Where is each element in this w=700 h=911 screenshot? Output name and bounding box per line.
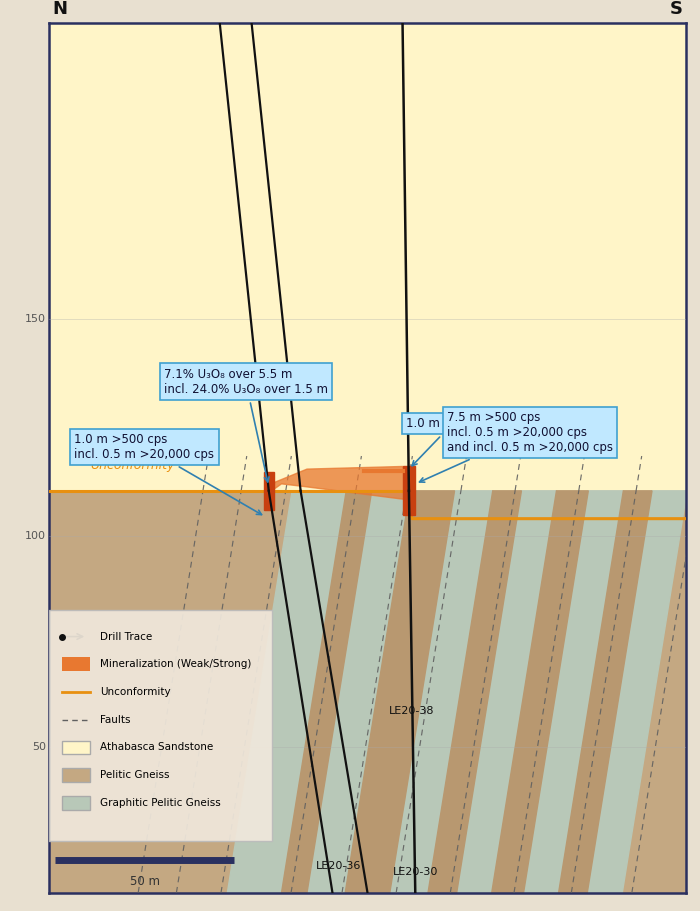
Text: Faults: Faults [100,715,130,725]
Text: 150: 150 [25,313,46,323]
Text: 100: 100 [25,531,46,541]
Polygon shape [228,491,346,893]
Text: 7.5 m >500 cps
incl. 0.5 m >20,000 cps
and incl. 0.5 m >20,000 cps: 7.5 m >500 cps incl. 0.5 m >20,000 cps a… [419,411,613,482]
Text: Athabasca Sandstone: Athabasca Sandstone [100,742,214,752]
FancyBboxPatch shape [62,658,90,671]
Text: Unconformity: Unconformity [100,687,171,697]
Polygon shape [428,491,522,893]
Text: LE20-36: LE20-36 [316,861,361,871]
Polygon shape [524,491,623,893]
Text: LE20-38: LE20-38 [389,706,435,716]
FancyBboxPatch shape [62,768,90,783]
Polygon shape [281,491,372,893]
Text: LE20-30: LE20-30 [393,867,438,877]
Text: S: S [670,0,682,18]
Text: Pelitic Gneiss: Pelitic Gneiss [100,770,169,780]
Bar [49,491,686,893]
Text: 7.1% U₃O₈ over 5.5 m
incl. 24.0% U₃O₈ over 1.5 m: 7.1% U₃O₈ over 5.5 m incl. 24.0% U₃O₈ ov… [164,367,328,482]
Polygon shape [587,491,687,893]
Polygon shape [345,491,454,893]
Bar [403,466,414,516]
Text: Unconformity: Unconformity [90,459,175,472]
FancyBboxPatch shape [62,796,90,810]
Text: N: N [52,0,67,18]
Text: 50: 50 [32,742,46,752]
Text: Graphitic Pelitic Gneiss: Graphitic Pelitic Gneiss [100,798,220,808]
Polygon shape [456,491,556,893]
Polygon shape [390,491,493,893]
Polygon shape [559,491,652,893]
Polygon shape [307,491,410,893]
Text: Mineralization (Weak/Strong): Mineralization (Weak/Strong) [100,660,251,670]
Text: Drill Trace: Drill Trace [100,631,152,641]
FancyBboxPatch shape [49,610,272,841]
Text: 1.0 m >500 cps
incl. 0.5 m >20,000 cps: 1.0 m >500 cps incl. 0.5 m >20,000 cps [74,433,262,515]
Polygon shape [265,466,412,499]
Text: 1.0 m >500 cps: 1.0 m >500 cps [406,417,499,466]
Polygon shape [491,491,588,893]
FancyBboxPatch shape [62,741,90,754]
Bar [264,472,274,510]
Bar [49,23,686,491]
Text: 50 m: 50 m [130,875,160,888]
